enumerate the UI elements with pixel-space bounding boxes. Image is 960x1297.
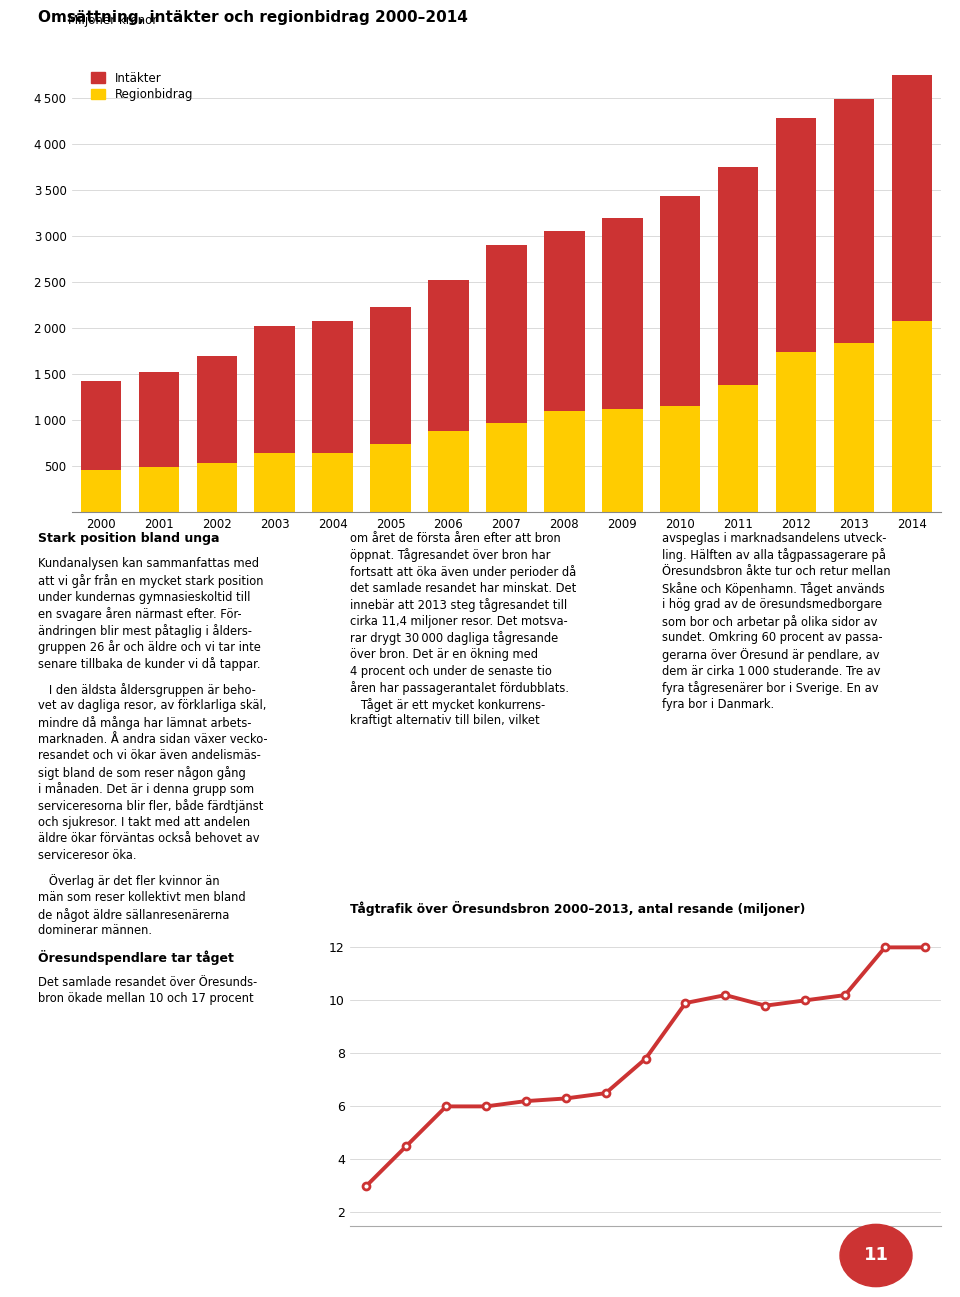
Bar bbox=[81, 380, 121, 470]
Text: en svagare åren närmast efter. För-: en svagare åren närmast efter. För- bbox=[38, 607, 242, 621]
Text: som bor och arbetar på olika sidor av: som bor och arbetar på olika sidor av bbox=[662, 615, 877, 629]
Text: Miljoner kronor: Miljoner kronor bbox=[67, 13, 156, 26]
Text: dem är cirka 1 000 studerande. Tre av: dem är cirka 1 000 studerande. Tre av bbox=[662, 664, 881, 677]
Circle shape bbox=[840, 1224, 912, 1287]
Text: äldre ökar förväntas också behovet av: äldre ökar förväntas också behovet av bbox=[38, 833, 260, 846]
Text: Skåne och Köpenhamn. Tåget används: Skåne och Köpenhamn. Tåget används bbox=[662, 581, 885, 595]
Bar bbox=[776, 118, 816, 351]
Bar bbox=[602, 409, 642, 512]
Bar bbox=[81, 470, 121, 512]
Text: det samlade resandet har minskat. Det: det samlade resandet har minskat. Det bbox=[350, 581, 577, 594]
Text: åren har passagerantalet fördubblats.: åren har passagerantalet fördubblats. bbox=[350, 681, 569, 695]
Text: fyra bor i Danmark.: fyra bor i Danmark. bbox=[662, 698, 775, 711]
Bar bbox=[371, 444, 411, 512]
Text: män som reser kollektivt men bland: män som reser kollektivt men bland bbox=[38, 891, 246, 904]
Text: kraftigt alternativ till bilen, vilket: kraftigt alternativ till bilen, vilket bbox=[350, 715, 540, 728]
Text: resandet och vi ökar även andelismäs-: resandet och vi ökar även andelismäs- bbox=[38, 750, 261, 763]
Bar bbox=[371, 307, 411, 444]
Text: cirka 11,4 miljoner resor. Det motsva-: cirka 11,4 miljoner resor. Det motsva- bbox=[350, 615, 568, 628]
Text: de något äldre sällanresenärerna: de något äldre sällanresenärerna bbox=[38, 908, 229, 922]
Text: avspeglas i marknadsandelens utveck-: avspeglas i marknadsandelens utveck- bbox=[662, 532, 887, 545]
Text: Kundanalysen kan sammanfattas med: Kundanalysen kan sammanfattas med bbox=[38, 558, 259, 571]
Legend: Intäkter, Regionbidrag: Intäkter, Regionbidrag bbox=[86, 67, 198, 106]
Text: att vi går från en mycket stark position: att vi går från en mycket stark position bbox=[38, 575, 264, 588]
Text: serviceresor öka.: serviceresor öka. bbox=[38, 848, 137, 861]
Text: i hög grad av de öresundsmedborgare: i hög grad av de öresundsmedborgare bbox=[662, 598, 882, 611]
Text: över bron. Det är en ökning med: över bron. Det är en ökning med bbox=[350, 648, 539, 661]
Text: serviceresorna blir fler, både färdtjänst: serviceresorna blir fler, både färdtjäns… bbox=[38, 799, 264, 813]
Bar bbox=[312, 454, 353, 512]
Bar bbox=[312, 320, 353, 454]
Text: Tåget är ett mycket konkurrens-: Tåget är ett mycket konkurrens- bbox=[350, 698, 545, 712]
Bar bbox=[544, 411, 585, 512]
Text: Öresundspendlare tar tåget: Öresundspendlare tar tåget bbox=[38, 949, 234, 965]
Text: I den äldsta åldersgruppen är beho-: I den äldsta åldersgruppen är beho- bbox=[38, 682, 256, 696]
Text: mindre då många har lämnat arbets-: mindre då många har lämnat arbets- bbox=[38, 716, 252, 730]
Text: innebär att 2013 steg tågresandet till: innebär att 2013 steg tågresandet till bbox=[350, 598, 567, 612]
Bar bbox=[833, 342, 875, 512]
Text: gruppen 26 år och äldre och vi tar inte: gruppen 26 år och äldre och vi tar inte bbox=[38, 641, 261, 655]
Bar bbox=[718, 385, 758, 512]
Bar bbox=[486, 423, 527, 512]
Text: Öresundsbron åkte tur och retur mellan: Öresundsbron åkte tur och retur mellan bbox=[662, 565, 891, 578]
Text: Det samlade resandet över Öresunds-: Det samlade resandet över Öresunds- bbox=[38, 975, 257, 988]
Text: bron ökade mellan 10 och 17 procent: bron ökade mellan 10 och 17 procent bbox=[38, 992, 254, 1005]
Bar bbox=[138, 467, 180, 512]
Text: fyra tågresenärer bor i Sverige. En av: fyra tågresenärer bor i Sverige. En av bbox=[662, 681, 879, 695]
Bar bbox=[660, 406, 701, 512]
Text: Tågtrafik över Öresundsbron 2000–2013, antal resande (miljoner): Tågtrafik över Öresundsbron 2000–2013, a… bbox=[350, 901, 805, 917]
Text: sundet. Omkring 60 procent av passa-: sundet. Omkring 60 procent av passa- bbox=[662, 632, 883, 645]
Text: senare tillbaka de kunder vi då tappar.: senare tillbaka de kunder vi då tappar. bbox=[38, 658, 261, 671]
Bar bbox=[197, 463, 237, 512]
Text: vet av dagliga resor, av förklarliga skäl,: vet av dagliga resor, av förklarliga skä… bbox=[38, 699, 267, 712]
Bar bbox=[254, 327, 295, 454]
Bar bbox=[254, 454, 295, 512]
Bar bbox=[660, 196, 701, 406]
Bar bbox=[138, 372, 180, 467]
Text: rar drygt 30 000 dagliga tågresande: rar drygt 30 000 dagliga tågresande bbox=[350, 632, 559, 646]
Text: om året de första åren efter att bron: om året de första åren efter att bron bbox=[350, 532, 562, 545]
Text: sigt bland de som reser någon gång: sigt bland de som reser någon gång bbox=[38, 765, 246, 779]
Text: fortsatt att öka även under perioder då: fortsatt att öka även under perioder då bbox=[350, 565, 577, 578]
Bar bbox=[718, 167, 758, 385]
Text: öppnat. Tågresandet över bron har: öppnat. Tågresandet över bron har bbox=[350, 549, 551, 563]
Text: och sjukresor. I takt med att andelen: och sjukresor. I takt med att andelen bbox=[38, 816, 251, 829]
Text: Omsättning, intäkter och regionbidrag 2000–2014: Omsättning, intäkter och regionbidrag 20… bbox=[38, 10, 468, 26]
Text: 11: 11 bbox=[863, 1246, 889, 1265]
Text: ändringen blir mest påtaglig i ålders-: ändringen blir mest påtaglig i ålders- bbox=[38, 624, 252, 638]
Text: ling. Hälften av alla tågpassagerare på: ling. Hälften av alla tågpassagerare på bbox=[662, 549, 886, 563]
Bar bbox=[892, 75, 932, 320]
Bar bbox=[892, 320, 932, 512]
Text: 4 procent och under de senaste tio: 4 procent och under de senaste tio bbox=[350, 664, 552, 677]
Bar bbox=[776, 351, 816, 512]
Text: Överlag är det fler kvinnor än: Överlag är det fler kvinnor än bbox=[38, 874, 220, 888]
Bar bbox=[428, 432, 468, 512]
Text: marknaden. Å andra sidan växer vecko-: marknaden. Å andra sidan växer vecko- bbox=[38, 733, 268, 746]
Bar bbox=[544, 231, 585, 411]
Text: under kundernas gymnasieskoltid till: under kundernas gymnasieskoltid till bbox=[38, 590, 251, 603]
Text: dominerar männen.: dominerar männen. bbox=[38, 925, 153, 938]
Bar bbox=[602, 218, 642, 409]
Bar bbox=[833, 99, 875, 342]
Bar bbox=[197, 355, 237, 463]
Text: Stark position bland unga: Stark position bland unga bbox=[38, 532, 220, 545]
Text: i månaden. Det är i denna grupp som: i månaden. Det är i denna grupp som bbox=[38, 782, 254, 796]
Text: gerarna över Öresund är pendlare, av: gerarna över Öresund är pendlare, av bbox=[662, 648, 880, 661]
Bar bbox=[486, 245, 527, 423]
Bar bbox=[428, 280, 468, 432]
